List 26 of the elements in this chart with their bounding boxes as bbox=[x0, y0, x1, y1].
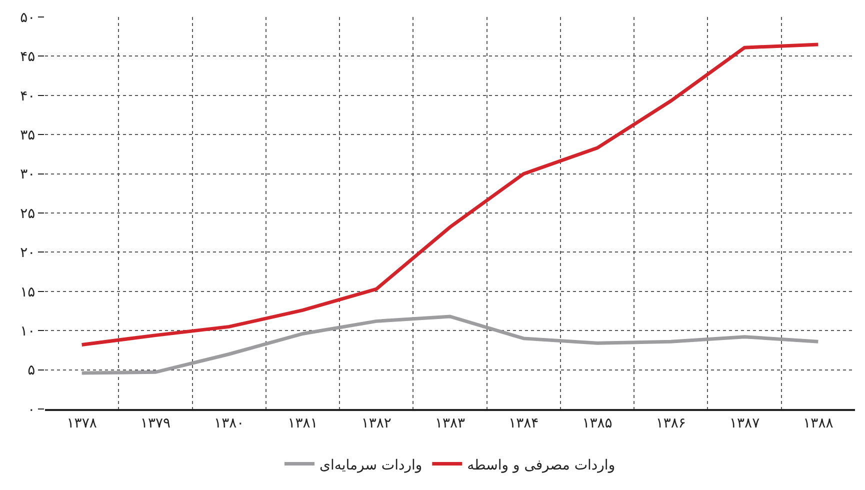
x-tick-label: ۱۳۸۶ bbox=[656, 416, 686, 432]
legend-label: واردات مصرفی و واسطه bbox=[467, 457, 616, 474]
y-tick-label: ۲۵ bbox=[20, 206, 36, 222]
y-tick-label: ۴۰ bbox=[20, 88, 36, 104]
y-tick-label: ۱۰ bbox=[20, 324, 36, 340]
x-tick-label: ۱۳۸۰ bbox=[214, 416, 244, 432]
y-tick-label: ۲۰ bbox=[20, 245, 36, 262]
y-tick-label: ۴۵ bbox=[20, 49, 36, 66]
x-tick-label: ۱۳۸۷ bbox=[730, 416, 760, 432]
line-series bbox=[80, 314, 820, 375]
y-tick-label: ۳۵ bbox=[20, 128, 36, 144]
x-tick-label: ۱۳۸۵ bbox=[582, 416, 612, 432]
x-tick-label: ۱۳۷۸ bbox=[66, 416, 98, 432]
y-tick-label: ۳۰ bbox=[20, 166, 36, 183]
x-tick-label: ۱۳۷۹ bbox=[140, 416, 170, 432]
x-tick-label: ۱۳۸۲ bbox=[361, 416, 392, 432]
x-tick-label: ۱۳۸۱ bbox=[288, 416, 318, 432]
x-tick-label: ۱۳۸۳ bbox=[434, 416, 466, 432]
line-series bbox=[80, 42, 820, 346]
x-tick-label: ۱۳۸۸ bbox=[803, 416, 834, 432]
y-tick-label: ۰ bbox=[28, 402, 36, 418]
y-tick-label: ۵۰ bbox=[20, 10, 36, 26]
x-tick-label: ۱۳۸۴ bbox=[508, 416, 539, 432]
y-tick-label: ۱۵ bbox=[20, 284, 36, 300]
y-tick-label: ۵ bbox=[28, 362, 36, 379]
legend-label: واردات سرمایه‌ای bbox=[320, 457, 422, 474]
